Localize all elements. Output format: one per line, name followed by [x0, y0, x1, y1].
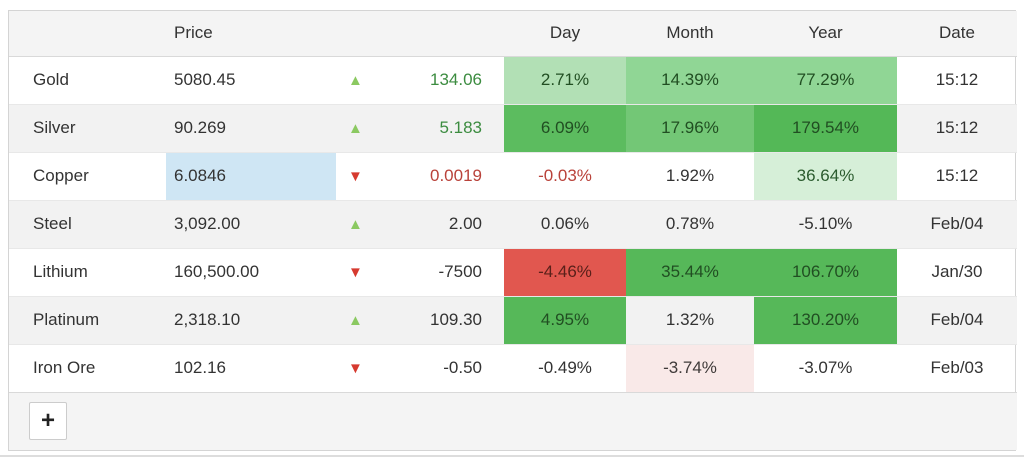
- change-value[interactable]: -0.50: [406, 343, 504, 392]
- day-percent[interactable]: 2.71%: [504, 56, 626, 104]
- year-percent[interactable]: 179.54%: [754, 103, 897, 152]
- month-percent[interactable]: 35.44%: [626, 247, 754, 296]
- price-value[interactable]: 102.16: [166, 343, 336, 392]
- day-percent[interactable]: 6.09%: [504, 103, 626, 152]
- day-percent[interactable]: -0.03%: [504, 151, 626, 200]
- header-month[interactable]: Month: [626, 11, 754, 57]
- change-value[interactable]: 5.183: [406, 103, 504, 152]
- date-value: 15:12: [935, 70, 979, 89]
- month-percent[interactable]: 14.39%: [626, 56, 754, 104]
- down-arrow-icon: ▼: [336, 151, 406, 200]
- date-value: 15:12: [897, 103, 1017, 152]
- page-bottom-divider: [0, 455, 1024, 457]
- up-arrow-icon: ▲: [336, 103, 406, 152]
- price-value[interactable]: 3,092.00: [166, 199, 336, 248]
- change-value[interactable]: 134.06: [430, 70, 482, 89]
- month-percent[interactable]: 17.96%: [626, 103, 754, 152]
- table-row-iron-ore: Iron Ore 102.16 ▼ -0.50 -0.49% -3.74% -3…: [9, 343, 1017, 392]
- day-percent[interactable]: -4.46%: [504, 247, 626, 296]
- month-percent[interactable]: -3.74%: [626, 343, 754, 392]
- month-percent[interactable]: 0.78%: [626, 199, 754, 248]
- table-row-silver: Silver 90.269 ▲ 5.183 6.09% 17.96% 179.5…: [9, 103, 1017, 152]
- table-row-platinum: Platinum 2,318.10 ▲ 109.30 4.95% 1.32% 1…: [9, 295, 1017, 344]
- date-value: 15:12: [897, 151, 1017, 200]
- commodities-price-table: Price Day Month Year Date Gold 5080.45 ▲…: [8, 10, 1017, 451]
- table-row-gold: Gold 5080.45 ▲ 134.06 2.71% 14.39% 77.29…: [9, 56, 1017, 104]
- commodity-name[interactable]: Iron Ore: [9, 343, 166, 392]
- day-percent[interactable]: 0.06%: [504, 199, 626, 248]
- commodity-name[interactable]: Steel: [9, 199, 166, 248]
- table-header-row: Price Day Month Year Date: [9, 11, 1017, 57]
- header-date[interactable]: Date: [897, 11, 1017, 57]
- year-percent[interactable]: 130.20%: [754, 295, 897, 344]
- down-arrow-icon: ▼: [336, 247, 406, 296]
- date-value: Feb/04: [897, 199, 1017, 248]
- commodity-name[interactable]: Silver: [9, 103, 166, 152]
- commodity-name[interactable]: Lithium: [9, 247, 166, 296]
- price-value[interactable]: 5080.45: [174, 70, 236, 89]
- header-price[interactable]: Price: [166, 11, 336, 57]
- header-commodity: [9, 11, 166, 57]
- change-value[interactable]: 0.0019: [406, 151, 504, 200]
- year-percent[interactable]: 77.29%: [754, 56, 897, 104]
- price-value-selected[interactable]: 6.0846: [166, 151, 336, 200]
- up-arrow-icon: ▲: [336, 295, 406, 344]
- up-arrow-icon: ▲: [348, 71, 363, 89]
- month-percent[interactable]: 1.32%: [626, 295, 754, 344]
- day-percent[interactable]: 4.95%: [504, 295, 626, 344]
- date-value: Feb/04: [897, 295, 1017, 344]
- table-footer: +: [9, 391, 1017, 450]
- change-value[interactable]: 109.30: [406, 295, 504, 344]
- add-row-button[interactable]: +: [29, 402, 67, 441]
- commodity-name[interactable]: Copper: [9, 151, 166, 200]
- price-value[interactable]: 160,500.00: [166, 247, 336, 296]
- header-year[interactable]: Year: [754, 11, 897, 57]
- header-change: [406, 11, 504, 57]
- header-direction: [336, 11, 406, 57]
- commodity-name[interactable]: Gold: [33, 70, 69, 89]
- table-row-lithium: Lithium 160,500.00 ▼ -7500 -4.46% 35.44%…: [9, 247, 1017, 296]
- header-day[interactable]: Day: [504, 11, 626, 57]
- table-row-copper: Copper 6.0846 ▼ 0.0019 -0.03% 1.92% 36.6…: [9, 151, 1017, 200]
- month-percent[interactable]: 1.92%: [626, 151, 754, 200]
- change-value[interactable]: -7500: [406, 247, 504, 296]
- day-percent[interactable]: -0.49%: [504, 343, 626, 392]
- year-percent[interactable]: 36.64%: [754, 151, 897, 200]
- date-value: Jan/30: [897, 247, 1017, 296]
- year-percent[interactable]: -3.07%: [754, 343, 897, 392]
- date-value: Feb/03: [897, 343, 1017, 392]
- price-value[interactable]: 90.269: [166, 103, 336, 152]
- change-value[interactable]: 2.00: [406, 199, 504, 248]
- table-row-steel: Steel 3,092.00 ▲ 2.00 0.06% 0.78% -5.10%…: [9, 199, 1017, 248]
- up-arrow-icon: ▲: [336, 199, 406, 248]
- down-arrow-icon: ▼: [336, 343, 406, 392]
- year-percent[interactable]: 106.70%: [754, 247, 897, 296]
- year-percent[interactable]: -5.10%: [754, 199, 897, 248]
- price-value[interactable]: 2,318.10: [166, 295, 336, 344]
- commodity-name[interactable]: Platinum: [9, 295, 166, 344]
